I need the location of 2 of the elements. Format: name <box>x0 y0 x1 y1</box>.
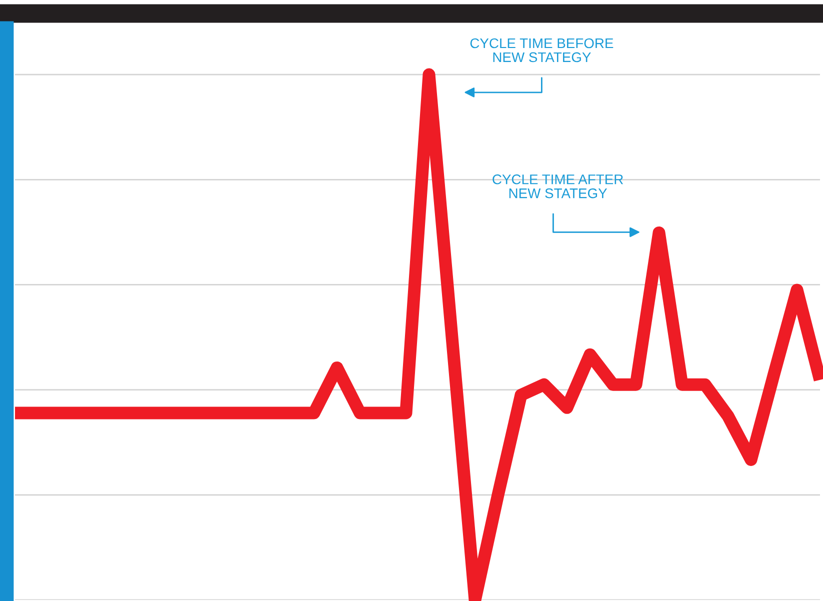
annotation: CYCLE TIME AFTER NEW STATEGY <box>492 174 624 198</box>
text: CYCLE TIME BEFORE NEW STATEGY <box>470 38 614 62</box>
